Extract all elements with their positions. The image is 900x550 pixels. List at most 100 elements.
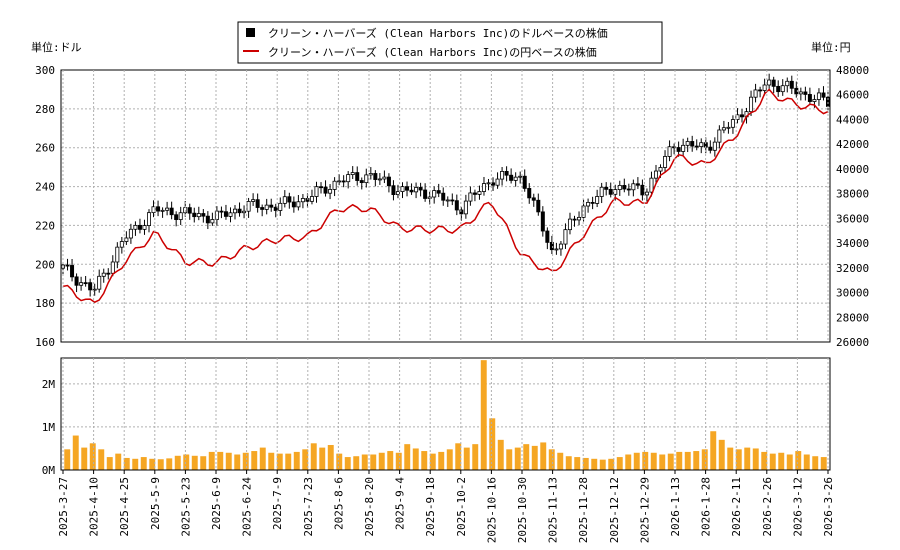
candle-body [617, 185, 622, 190]
volume-bar [132, 458, 139, 470]
candle-body [563, 229, 568, 245]
volume-bar [183, 454, 190, 470]
candle-body [441, 192, 446, 201]
candle-body [260, 207, 265, 210]
volume-bar [642, 451, 649, 470]
volume-bar [327, 445, 334, 470]
candle-body [509, 174, 514, 181]
x-tick-label: 2025-5-9 [149, 477, 162, 530]
volume-bar [718, 439, 725, 470]
candle-body [672, 146, 677, 149]
candle-body [595, 196, 600, 204]
candle-body [685, 141, 690, 146]
candle-body [599, 186, 604, 197]
candle-body [549, 241, 554, 251]
candle-body [454, 200, 459, 211]
candle-body [328, 189, 333, 194]
candle-body [486, 182, 491, 185]
volume-bar [667, 453, 674, 470]
x-tick-label: 2025-4-10 [88, 477, 101, 537]
candle-body [133, 224, 138, 230]
legend: クリーン・ハーバーズ (Clean Harbors Inc)のドルベースの株価 … [237, 21, 663, 64]
price-left-axis: 160 180 200 220 240 260 280 300 [35, 64, 55, 349]
candle-body [273, 206, 278, 211]
x-tick-label: 2025-11-13 [547, 477, 560, 543]
candle-body [296, 201, 301, 208]
volume-bar [684, 451, 691, 470]
candle-body [721, 127, 726, 131]
price-right-axis: 26000 28000 30000 32000 34000 36000 38000 40000… [836, 64, 869, 349]
volume-bar [344, 457, 351, 470]
candle-body [554, 248, 559, 251]
usd-candles [61, 73, 831, 297]
candle-body [368, 173, 373, 176]
candle-body [106, 272, 111, 275]
volume-bar [276, 453, 283, 470]
candle-body [128, 228, 133, 239]
candle-body [816, 92, 821, 100]
volume-bar [370, 454, 377, 470]
candle-body [653, 170, 658, 179]
candle-body [604, 186, 609, 190]
candle-body [201, 213, 206, 217]
right-unit-label: 単位:円 [811, 40, 851, 54]
candle-body [753, 89, 758, 98]
candle-body [798, 91, 803, 95]
candle-body [323, 186, 328, 194]
volume-bar [786, 454, 793, 470]
x-tick-label: 2025-4-25 [118, 477, 131, 537]
x-tick-label: 2025-10-30 [516, 477, 529, 543]
right-tick-label: 38000 [836, 188, 869, 201]
candle-body [165, 207, 170, 211]
volume-bar [463, 447, 470, 470]
volume-bar [285, 453, 292, 470]
candle-body [504, 171, 509, 176]
x-tick-label: 2025-7-9 [271, 477, 284, 530]
volume-bar [98, 449, 105, 470]
volume-bar [149, 458, 156, 470]
x-axis: 2025-3-27 2025-4-10 2025-4-25 2025-5-9 2025-… [57, 70, 835, 543]
candle-body [373, 173, 378, 180]
candle-body [147, 212, 152, 226]
volume-bar [557, 452, 564, 470]
candle-body [65, 264, 70, 267]
volume-bar [599, 459, 606, 470]
legend-usd-marker [246, 28, 255, 37]
candle-body [699, 142, 704, 148]
x-tick-label: 2025-6-24 [241, 477, 254, 537]
volume-bar [225, 452, 232, 470]
volume-bar [803, 454, 810, 470]
x-tick-label: 2025-10-2 [455, 477, 468, 537]
candle-body [635, 183, 640, 186]
candle-body [386, 176, 391, 187]
volume-bar [429, 453, 436, 470]
left-tick-label: 300 [35, 64, 55, 77]
candle-body [74, 276, 79, 286]
volume-bar [200, 456, 207, 470]
volume-bar [548, 449, 555, 470]
candle-body [667, 146, 672, 157]
left-tick-label: 280 [35, 103, 55, 116]
volume-bar [761, 451, 768, 470]
volume-bar [395, 452, 402, 470]
candle-body [319, 186, 324, 189]
candle-body [377, 178, 382, 181]
volume-bar [72, 435, 79, 470]
candle-body [789, 80, 794, 89]
x-tick-label: 2025-10-16 [485, 477, 498, 543]
candle-body [427, 196, 432, 199]
volume-bar [106, 457, 113, 470]
volume-bars [64, 360, 827, 470]
candle-body [233, 208, 238, 214]
candle-body [640, 184, 645, 196]
candle-body [350, 172, 355, 176]
candle-body [717, 129, 722, 143]
candle-body [663, 156, 668, 168]
candle-body [142, 225, 147, 230]
candle-body [418, 187, 423, 191]
volume-bar [174, 455, 181, 470]
x-tick-label: 2025-8-20 [363, 477, 376, 537]
volume-bar [421, 451, 428, 470]
candle-body [762, 84, 767, 91]
volume-bar [523, 444, 530, 470]
